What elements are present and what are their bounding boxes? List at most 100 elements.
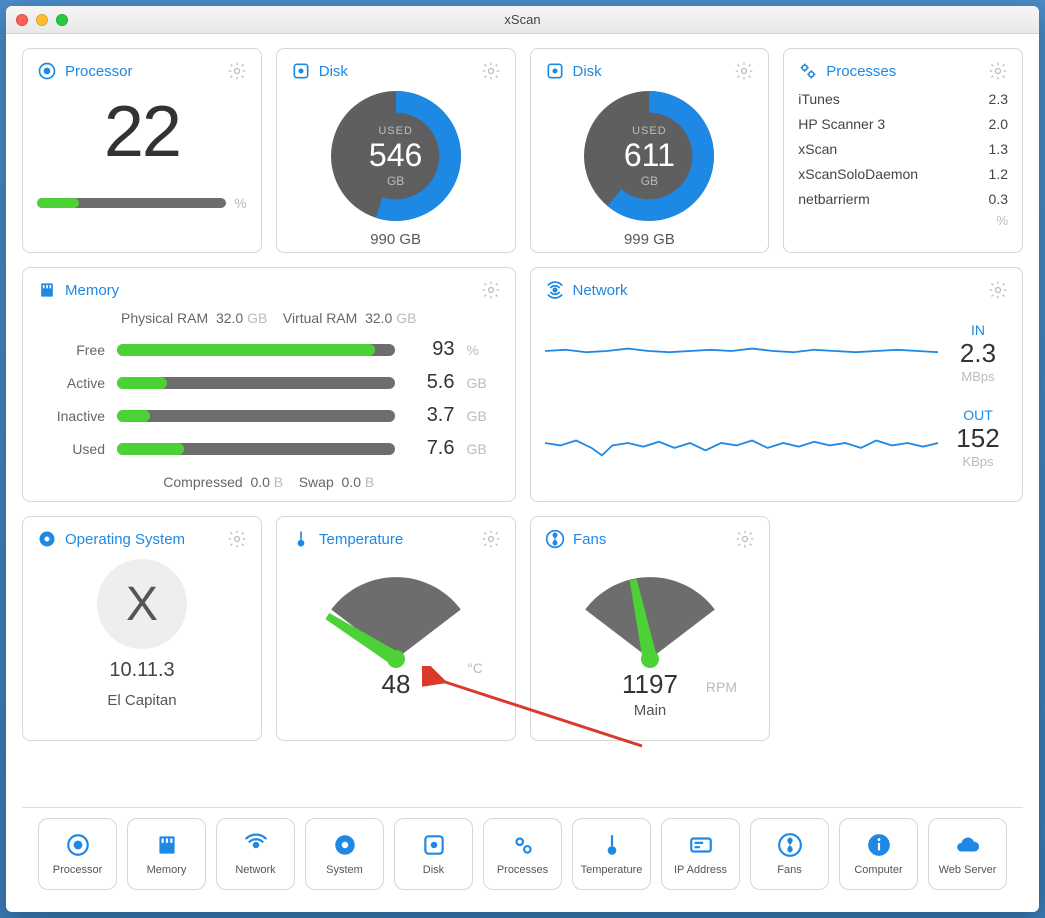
fan-icon — [545, 529, 565, 549]
fans-sub: Main — [634, 702, 667, 719]
network-icon — [545, 280, 565, 300]
toolbar-button-processes[interactable]: Processes — [483, 818, 562, 890]
fan-icon — [777, 832, 803, 858]
gear-icon[interactable] — [481, 529, 501, 549]
memory-row-label: Used — [45, 441, 105, 457]
processes-unit: % — [798, 213, 1008, 228]
memory-row-value: 7.6 — [407, 437, 455, 460]
memory-title: Memory — [65, 282, 119, 299]
memory-row-unit: % — [467, 342, 493, 358]
toolbar-button-fans[interactable]: Fans — [750, 818, 829, 890]
gear-icon[interactable] — [988, 61, 1008, 81]
process-value: 2.0 — [989, 116, 1008, 132]
memory-row: Inactive3.7GB — [45, 404, 493, 427]
network-chart-in — [545, 314, 939, 388]
content-area: Processor 22 % Disk — [6, 34, 1039, 912]
process-name: netbarrierm — [798, 191, 870, 207]
process-row: netbarrierm 0.3 — [798, 191, 1008, 207]
memory-footer: Compressed 0.0 B Swap 0.0 B — [37, 474, 501, 490]
process-value: 0.3 — [989, 191, 1008, 207]
toolbar-label: Computer — [854, 864, 902, 876]
cpu-icon — [65, 832, 91, 858]
processes-title: Processes — [826, 63, 896, 80]
os-card: Operating System X 10.11.3 El Capitan — [22, 516, 262, 741]
thermometer-icon — [291, 529, 311, 549]
memory-row-value: 93 — [407, 338, 455, 361]
disk-card-2: Disk USED 611 GB — [530, 48, 770, 253]
process-row: xScanSoloDaemon1.2 — [798, 166, 1008, 182]
gear-icon[interactable] — [227, 61, 247, 81]
process-name: HP Scanner 3 — [798, 116, 885, 132]
os-version: 10.11.3 — [109, 659, 174, 682]
gear-icon[interactable] — [481, 280, 501, 300]
process-value: 2.3 — [989, 91, 1008, 107]
disk-icon — [545, 61, 565, 81]
gear-icon[interactable] — [481, 61, 501, 81]
processes-icon — [798, 61, 818, 81]
process-name: xScan — [798, 141, 837, 157]
toolbar-label: Web Server — [939, 864, 997, 876]
disk-used-label: USED — [378, 125, 413, 137]
network-out-value: 152 — [948, 423, 1008, 454]
disk-used-value: 611 — [624, 137, 675, 174]
cloud-icon — [955, 832, 981, 858]
process-row: xScan 1.3 — [798, 141, 1008, 157]
disk-used-unit: GB — [387, 174, 404, 188]
disk-used-label: USED — [632, 125, 667, 137]
hdd-icon — [421, 832, 447, 858]
process-name: xScanSoloDaemon — [798, 166, 918, 182]
fans-value: 1197 — [622, 669, 678, 700]
toolbar-button-memory[interactable]: Memory — [127, 818, 206, 890]
ip-icon — [688, 832, 714, 858]
memory-row-unit: GB — [467, 408, 493, 424]
processor-bar — [37, 198, 226, 208]
info-icon — [866, 832, 892, 858]
temperature-title: Temperature — [319, 531, 403, 548]
memory-row: Free 93% — [45, 338, 493, 361]
disk-title: Disk — [573, 63, 602, 80]
app-window: xScan Processor 22 % — [6, 6, 1039, 912]
gear-icon[interactable] — [734, 61, 754, 81]
memory-rows: Free93%Active5.6GBInactive3.7GBUsed7.6GB — [37, 338, 501, 460]
gear-icon[interactable] — [988, 280, 1008, 300]
gear-icon[interactable] — [735, 529, 755, 549]
gear-icon[interactable] — [227, 529, 247, 549]
memory-row-label: Inactive — [45, 408, 105, 424]
gears-icon — [510, 832, 536, 858]
process-value: 1.3 — [989, 141, 1008, 157]
memory-row-label: Free — [45, 342, 105, 358]
toolbar-button-disk[interactable]: Disk — [394, 818, 473, 890]
toolbar-button-webserver[interactable]: Web Server — [928, 818, 1007, 890]
toolbar-button-system[interactable]: System — [305, 818, 384, 890]
toolbar-button-computer[interactable]: Computer — [839, 818, 918, 890]
thermo-icon — [599, 832, 625, 858]
process-row: HP Scanner 3 2.0 — [798, 116, 1008, 132]
memory-row-value: 5.6 — [407, 371, 455, 394]
disk-used-value: 546 — [369, 137, 422, 174]
process-row: iTunes2.3 — [798, 91, 1008, 107]
toolbar-label: Fans — [777, 864, 801, 876]
toolbar-button-network[interactable]: Network — [216, 818, 295, 890]
toolbar-button-processor[interactable]: Processor — [38, 818, 117, 890]
toolbar-label: Temperature — [581, 864, 643, 876]
memory-icon — [154, 832, 180, 858]
memory-row-bar — [117, 410, 395, 422]
memory-icon — [37, 280, 57, 300]
toolbar-label: System — [326, 864, 363, 876]
disk-card-1: Disk USED 546 GB — [276, 48, 516, 253]
processes-card: Processes iTunes2.3 HP Scanner 3 2.0 xScan 1… — [783, 48, 1023, 253]
toolbar-label: Network — [235, 864, 275, 876]
memory-row: Used7.6GB — [45, 437, 493, 460]
network-chart-out — [545, 406, 939, 480]
toolbar-button-temperature[interactable]: Temperature — [572, 818, 651, 890]
disk-total: 990 GB — [370, 231, 421, 248]
memory-row-bar — [117, 377, 395, 389]
toolbar-label: Processes — [497, 864, 548, 876]
toolbar-label: Disk — [423, 864, 444, 876]
memory-row-label: Active — [45, 375, 105, 391]
toolbar-button-ip[interactable]: IP Address — [661, 818, 740, 890]
memory-card: Memory Physical RAM 32.0 GB Virtual RAM … — [22, 267, 516, 502]
temperature-gauge — [306, 559, 486, 669]
disk-donut-2: USED 611 GB — [584, 91, 714, 221]
disk-donut-1: USED 546 GB — [331, 91, 461, 221]
